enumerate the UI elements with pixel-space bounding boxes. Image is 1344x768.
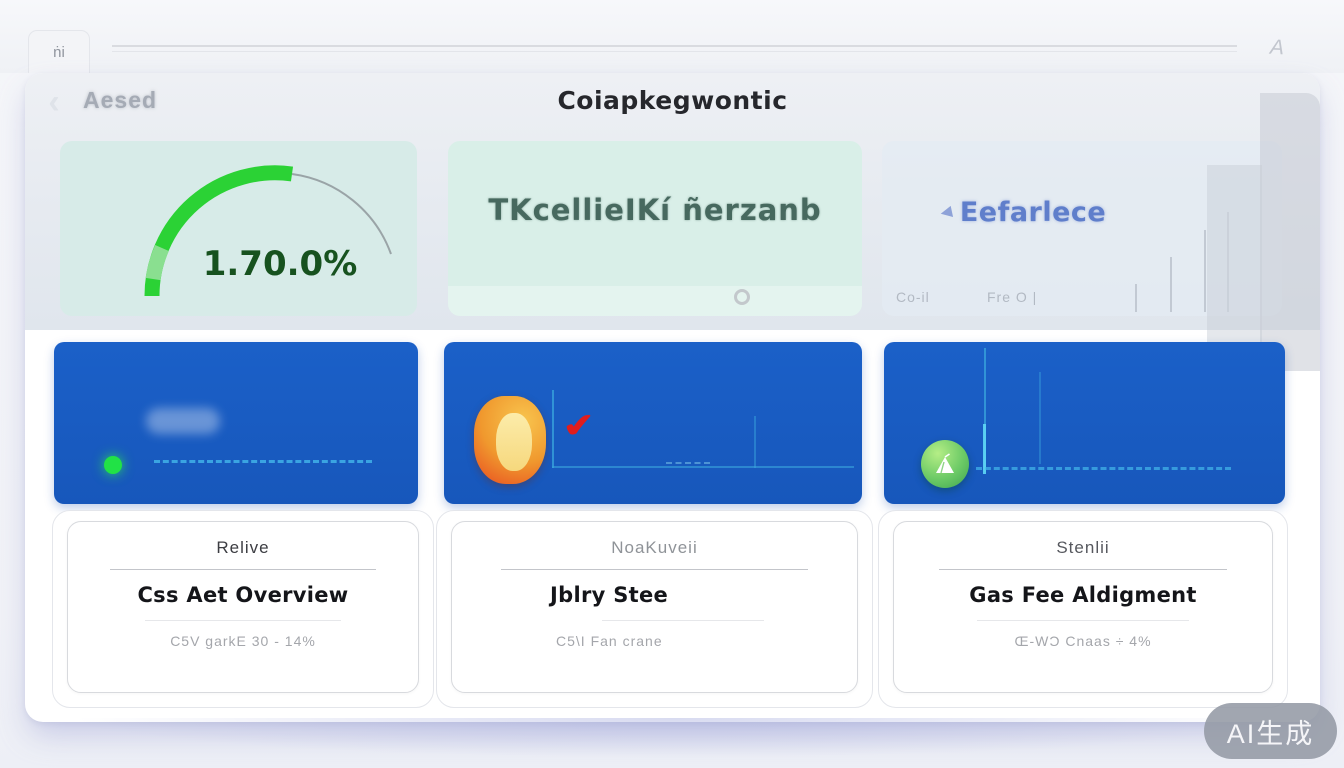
balance-footer-right: Fre O | xyxy=(987,289,1038,305)
divider xyxy=(145,620,341,621)
divider xyxy=(977,620,1189,621)
back-chevron-icon: ‹ xyxy=(48,83,60,121)
dashboard-panel: ‹ Aesed Coiapkegwontic 1.70.0% TKcellieI… xyxy=(25,73,1320,722)
tab-icon: ṅi xyxy=(53,43,65,61)
line-decoration xyxy=(552,466,854,468)
page-title: Coiapkegwontic xyxy=(557,86,788,115)
info-card-subtitle: Relive xyxy=(216,538,270,557)
balance-footer-left: Co-il xyxy=(896,289,930,305)
divider xyxy=(500,569,809,570)
info-card-asset-overview[interactable]: Relive Css Aet Overview C5V garkE 30 - 1… xyxy=(52,510,434,708)
balance-text: Eefarlece xyxy=(959,197,1107,228)
coin-blob-icon xyxy=(474,396,546,484)
status-text: TKcellieIKí ñerzanb xyxy=(488,193,822,227)
dashed-line-decoration xyxy=(154,460,372,463)
gauge-summary-card: 1.70.0% xyxy=(60,141,417,316)
cloud-decoration xyxy=(146,408,220,434)
info-card-jklry-stee[interactable]: NoaKuveii Jblry Stee C5\I Fan crane xyxy=(436,510,873,708)
divider xyxy=(939,569,1227,570)
line-decoration xyxy=(552,390,554,468)
line-decoration xyxy=(754,416,756,468)
browser-topbar: ṅi A xyxy=(0,0,1344,73)
gauge-value: 1.70.0% xyxy=(202,244,358,284)
info-card-gas-fee[interactable]: Stenlii Gas Fee Aldigment Œ-WƆ Cnaas ÷ 4… xyxy=(878,510,1288,708)
line-decoration xyxy=(984,348,986,472)
mini-bar-chart-ghost xyxy=(1170,257,1172,312)
arrow-left-icon: ◄ xyxy=(934,199,958,225)
status-summary-card: TKcellieIKí ñerzanb xyxy=(448,141,862,316)
line-decoration xyxy=(983,424,986,474)
line-decoration xyxy=(1039,372,1041,464)
gauge-arc xyxy=(144,165,392,297)
info-card-subtitle: NoaKuveii xyxy=(611,538,698,557)
status-circle-button[interactable] xyxy=(733,289,750,305)
status-card-footer-strip xyxy=(448,286,862,316)
info-card-title: Jblry Stee xyxy=(550,583,669,607)
balance-summary-card: ◄ Eefarlece Co-il Fre O | xyxy=(882,141,1282,316)
green-dot-indicator xyxy=(104,456,122,474)
bookmark-icon[interactable]: A xyxy=(1269,35,1285,60)
address-bar[interactable] xyxy=(112,45,1237,52)
divider xyxy=(110,569,376,570)
mini-bar-chart-ghost xyxy=(1135,284,1137,312)
red-check-icon: ✔ xyxy=(560,406,597,445)
info-card-meta: C5V garkE 30 - 14% xyxy=(170,633,316,649)
coin-blob-highlight xyxy=(496,413,532,471)
info-card-subtitle: Stenlii xyxy=(1056,538,1110,557)
info-card-body: Relive Css Aet Overview C5V garkE 30 - 1… xyxy=(67,521,419,693)
mountain-badge-icon xyxy=(921,440,969,488)
banner-card-gas[interactable] xyxy=(884,342,1285,504)
ai-watermark-badge: AI生成 xyxy=(1204,703,1337,759)
dashed-line-decoration xyxy=(666,462,710,464)
mini-bar-chart-ghost xyxy=(1204,230,1206,312)
banner-card-assets[interactable] xyxy=(54,342,418,504)
back-label: Aesed xyxy=(83,87,158,113)
ai-watermark-text: AI生成 xyxy=(1226,718,1315,749)
panel-drop-shadow xyxy=(70,718,1280,758)
back-button[interactable]: ‹ xyxy=(37,83,71,121)
info-card-title: Css Aet Overview xyxy=(137,583,349,607)
info-card-body: Stenlii Gas Fee Aldigment Œ-WƆ Cnaas ÷ 4… xyxy=(893,521,1273,693)
balance-link[interactable]: ◄ Eefarlece xyxy=(934,197,1107,228)
divider xyxy=(602,620,764,621)
info-card-title: Gas Fee Aldigment xyxy=(969,583,1197,607)
dashed-line-decoration xyxy=(976,467,1231,470)
info-card-meta: Œ-WƆ Cnaas ÷ 4% xyxy=(1014,633,1152,649)
info-card-meta: C5\I Fan crane xyxy=(556,633,663,649)
browser-tab[interactable]: ṅi xyxy=(28,30,90,73)
banner-card-entry[interactable]: ✔ xyxy=(444,342,862,504)
mini-bar-chart-ghost xyxy=(1227,212,1229,312)
info-card-body: NoaKuveii Jblry Stee C5\I Fan crane xyxy=(451,521,858,693)
